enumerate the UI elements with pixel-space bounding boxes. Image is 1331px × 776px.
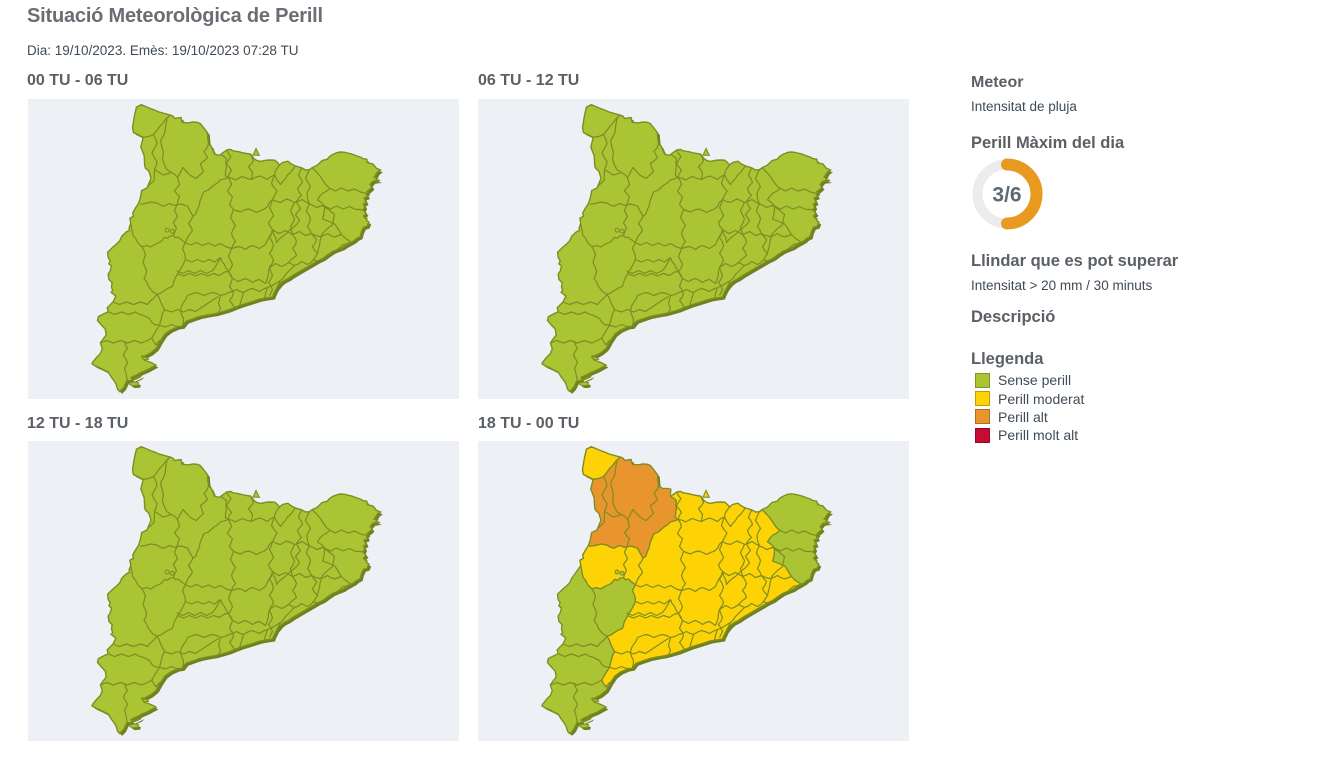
svg-text:3/6: 3/6 (992, 184, 1021, 207)
